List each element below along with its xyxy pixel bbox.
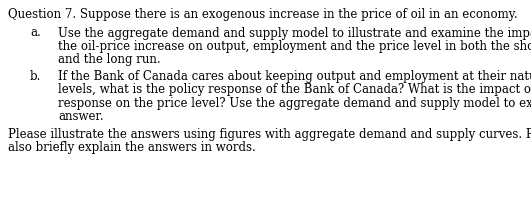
Text: Use the aggregate demand and supply model to illustrate and examine the impact o: Use the aggregate demand and supply mode… <box>58 26 531 39</box>
Text: If the Bank of Canada cares about keeping output and employment at their natural: If the Bank of Canada cares about keepin… <box>58 70 531 83</box>
Text: b.: b. <box>30 70 41 83</box>
Text: Question 7. Suppose there is an exogenous increase in the price of oil in an eco: Question 7. Suppose there is an exogenou… <box>8 8 518 21</box>
Text: levels, what is the policy response of the Bank of Canada? What is the impact of: levels, what is the policy response of t… <box>58 84 531 96</box>
Text: answer.: answer. <box>58 110 104 124</box>
Text: and the long run.: and the long run. <box>58 53 160 67</box>
Text: a.: a. <box>30 26 41 39</box>
Text: response on the price level? Use the aggregate demand and supply model to explai: response on the price level? Use the agg… <box>58 97 531 110</box>
Text: the oil-price increase on output, employment and the price level in both the sho: the oil-price increase on output, employ… <box>58 40 531 53</box>
Text: Please illustrate the answers using figures with aggregate demand and supply cur: Please illustrate the answers using figu… <box>8 128 531 141</box>
Text: also briefly explain the answers in words.: also briefly explain the answers in word… <box>8 141 256 155</box>
